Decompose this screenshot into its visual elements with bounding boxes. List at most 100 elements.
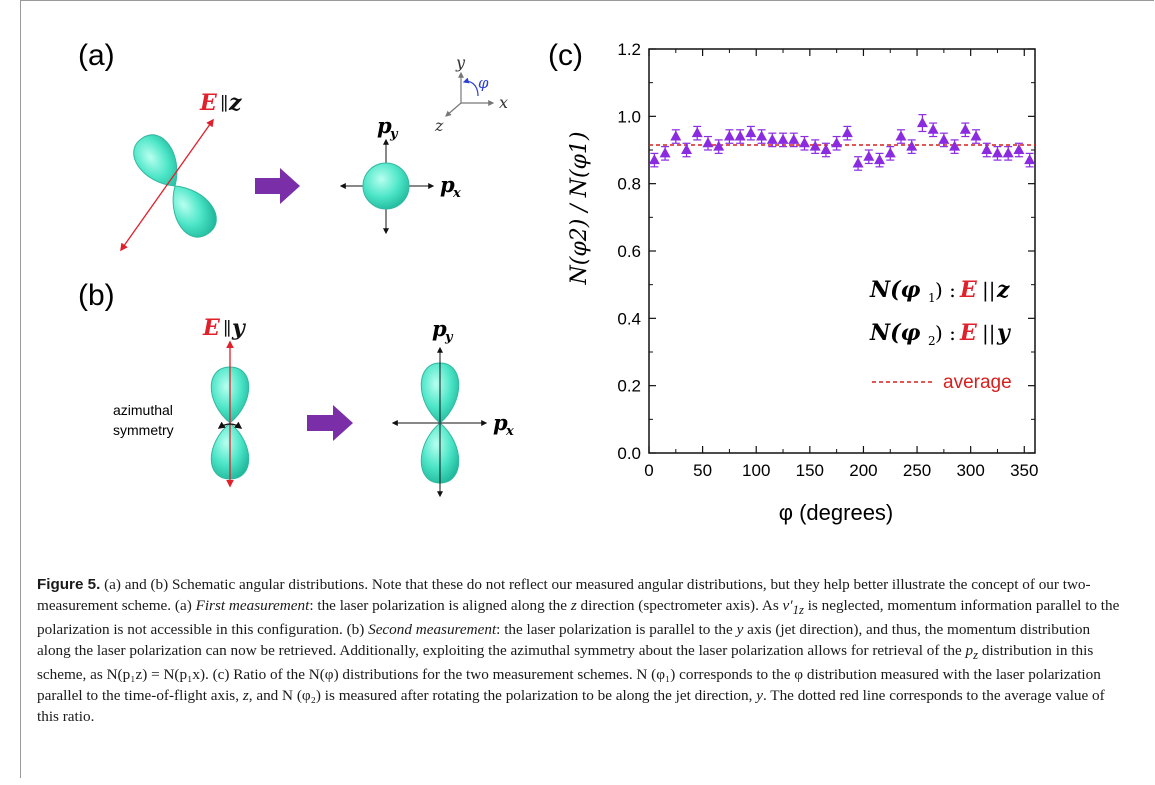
x-tick-label: 250 bbox=[903, 461, 931, 480]
legend-1-axis: z bbox=[996, 277, 1010, 303]
legend-1-rel: || bbox=[982, 278, 995, 303]
triangle-marker bbox=[659, 147, 671, 158]
caption-s10: . The dotted red line corresponds to the… bbox=[37, 687, 1105, 725]
chart-ticks: 0 50 100 150 200 250 300 350 0.0 0.2 0.4 0.6 0.8 1.0 1… bbox=[617, 40, 1038, 480]
chart-legend: N(φ 1 ) : E || z N(φ 2 ) : E || y averag… bbox=[869, 277, 1012, 393]
panel-b-py-label: p bbox=[432, 316, 447, 341]
legend-2-pre: N(φ bbox=[869, 320, 921, 346]
caption-second-measurement: Second measurement bbox=[368, 621, 497, 639]
caption-equation: N(p₁z) = N(p₁x) bbox=[106, 666, 206, 684]
data-point bbox=[756, 129, 768, 144]
data-point bbox=[981, 142, 993, 158]
data-point bbox=[1013, 142, 1025, 158]
data-point bbox=[938, 132, 950, 148]
data-point bbox=[970, 129, 982, 144]
triad-z-label: z bbox=[434, 116, 444, 135]
data-point bbox=[831, 135, 843, 151]
triangle-marker bbox=[723, 130, 735, 141]
triangle-marker bbox=[702, 137, 714, 148]
triangle-marker bbox=[745, 127, 757, 138]
caption-s9: , and N (φ₂) is measured after rotating … bbox=[248, 687, 757, 705]
legend-1-sub: 1 bbox=[928, 291, 936, 305]
data-point bbox=[906, 139, 918, 154]
triangle-marker bbox=[981, 144, 993, 154]
legend-average-label: average bbox=[943, 372, 1012, 393]
data-point bbox=[734, 129, 746, 144]
panel-b-symmetry-arc bbox=[217, 421, 243, 429]
triangle-marker bbox=[691, 127, 703, 138]
caption-pz-sub: z bbox=[973, 647, 979, 662]
panel-a-sphere bbox=[362, 162, 410, 210]
x-tick-label: 200 bbox=[849, 461, 877, 480]
y-tick-label: 0.0 bbox=[617, 444, 641, 463]
caption-z1: z bbox=[570, 596, 577, 614]
triad-y-label: y bbox=[455, 53, 466, 72]
data-point bbox=[949, 139, 961, 154]
panel-a-polarization-arrow bbox=[120, 118, 214, 252]
triangle-marker bbox=[734, 130, 746, 141]
y-tick-label: 0.8 bbox=[617, 175, 641, 194]
triangle-marker bbox=[777, 133, 789, 144]
triangle-marker bbox=[1002, 147, 1014, 158]
panel-a-field-symbol: E bbox=[199, 90, 218, 116]
data-point bbox=[1002, 146, 1014, 161]
triangle-marker bbox=[798, 137, 810, 148]
caption-label: Figure 5. bbox=[37, 576, 101, 593]
data-point bbox=[991, 146, 1003, 161]
caption-s5: : the laser polarization is parallel to … bbox=[496, 621, 737, 639]
panel-a-label: (a) bbox=[78, 39, 115, 72]
data-point bbox=[820, 142, 832, 158]
panel-c-label: (c) bbox=[548, 39, 583, 72]
caption-y2: y bbox=[756, 687, 763, 705]
data-point bbox=[916, 114, 928, 133]
caption-z2: z bbox=[242, 687, 249, 705]
triangle-marker bbox=[809, 140, 821, 151]
chart-points bbox=[648, 114, 1036, 171]
panel-b-field-symbol: E bbox=[202, 315, 221, 341]
caption-v: v′ bbox=[782, 596, 793, 614]
triangle-marker bbox=[916, 117, 928, 128]
triangle-marker bbox=[949, 140, 961, 151]
panel-b-px-sub: x bbox=[505, 424, 514, 439]
data-point bbox=[713, 139, 725, 154]
y-tick-label: 0.4 bbox=[617, 309, 641, 328]
caption-s4: is neglected, momentum information paral… bbox=[37, 596, 1120, 639]
triad-x-label: x bbox=[499, 93, 508, 112]
panel-a-py-sub: y bbox=[389, 127, 399, 142]
y-tick-label: 0.6 bbox=[617, 242, 641, 261]
legend-2-axis: y bbox=[996, 320, 1012, 346]
triangle-marker bbox=[681, 144, 693, 154]
caption-y1: y bbox=[736, 621, 744, 639]
panel-b-label: (b) bbox=[78, 279, 115, 312]
figure-canvas: (a) E ∥ z p y p x y x z φ (b) E ∥ bbox=[78, 39, 1038, 525]
caption-s2: : the laser polarization is aligned alon… bbox=[309, 596, 571, 614]
data-point bbox=[745, 125, 757, 141]
panel-b-px-label: p bbox=[493, 410, 508, 435]
panel-b-symmetry-line2: symmetry bbox=[113, 422, 174, 438]
triad-angle-label: φ bbox=[478, 74, 489, 92]
panel-a-field-axis: z bbox=[228, 90, 242, 116]
caption-s1: (a) and (b) Schematic angular distributi… bbox=[37, 576, 1091, 614]
figure-caption: Figure 5. (a) and (b) Schematic angular … bbox=[37, 575, 1122, 727]
panel-b-field-rel: ∥ bbox=[223, 319, 231, 340]
x-tick-label: 300 bbox=[956, 461, 984, 480]
triangle-marker bbox=[1024, 154, 1036, 165]
legend-2-sub: 2 bbox=[928, 334, 936, 348]
triangle-marker bbox=[820, 144, 832, 154]
triangle-marker bbox=[874, 154, 886, 165]
data-point bbox=[681, 142, 693, 158]
caption-pz: p bbox=[965, 641, 974, 659]
triad-angle-arc bbox=[462, 77, 479, 97]
triangle-marker bbox=[906, 140, 918, 151]
data-point bbox=[659, 146, 671, 161]
panel-c: (c) 0 50 100 150 200 250 300 350 0.0 0.2 0.4 0.6 0.8… bbox=[548, 39, 1038, 525]
triangle-marker bbox=[852, 157, 864, 168]
data-point bbox=[723, 129, 735, 144]
legend-1-pre: N(φ bbox=[869, 277, 921, 303]
panel-b-field-axis: y bbox=[231, 315, 247, 341]
y-tick-label: 1.0 bbox=[617, 107, 641, 126]
data-point bbox=[788, 132, 800, 148]
triangle-marker bbox=[959, 123, 971, 134]
triangle-marker bbox=[670, 130, 682, 141]
triangle-marker bbox=[648, 154, 660, 165]
